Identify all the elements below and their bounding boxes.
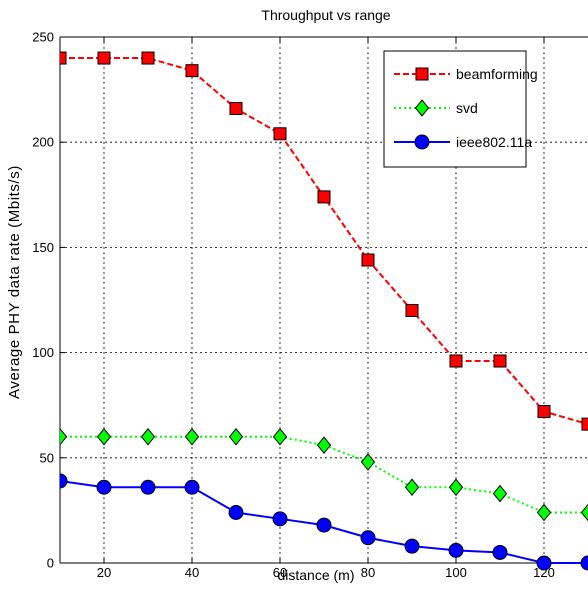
data-point-ieee802.11a bbox=[449, 543, 463, 557]
data-point-ieee802.11a bbox=[317, 518, 331, 532]
data-point-beamforming bbox=[362, 254, 374, 266]
data-point-beamforming bbox=[142, 52, 154, 64]
x-tick-label: 80 bbox=[361, 565, 375, 580]
data-point-ieee802.11a bbox=[229, 506, 243, 520]
data-point-beamforming bbox=[318, 191, 330, 203]
data-point-beamforming bbox=[494, 355, 506, 367]
y-tick-label: 150 bbox=[32, 240, 54, 255]
y-tick-label: 250 bbox=[32, 30, 54, 45]
data-point-svd bbox=[406, 479, 419, 495]
data-point-ieee802.11a bbox=[273, 512, 287, 526]
x-axis-label: distance (m) bbox=[277, 567, 354, 583]
data-point-beamforming bbox=[186, 65, 198, 77]
data-point-svd bbox=[450, 479, 463, 495]
data-point-svd bbox=[538, 505, 551, 521]
x-tick-label: 20 bbox=[97, 565, 111, 580]
x-tick-label: 60 bbox=[273, 565, 287, 580]
data-point-ieee802.11a bbox=[493, 545, 507, 559]
legend: beamforming svd ieee802.11a bbox=[384, 51, 538, 167]
data-point-ieee802.11a bbox=[185, 480, 199, 494]
legend-label-ieee802.11a: ieee802.11a bbox=[456, 134, 532, 150]
data-point-beamforming bbox=[582, 418, 588, 430]
y-tick-label: 200 bbox=[32, 135, 54, 150]
legend-label-svd: svd bbox=[456, 100, 478, 116]
data-point-beamforming bbox=[450, 355, 462, 367]
data-point-ieee802.11a bbox=[97, 480, 111, 494]
data-point-ieee802.11a bbox=[53, 474, 67, 488]
data-point-ieee802.11a bbox=[405, 539, 419, 553]
data-point-beamforming bbox=[230, 103, 242, 115]
data-point-svd bbox=[494, 486, 507, 502]
x-tick-label: 40 bbox=[185, 565, 199, 580]
y-tick-label: 0 bbox=[47, 556, 54, 571]
legend-marker-ieee802.11a bbox=[415, 135, 429, 149]
data-point-ieee802.11a bbox=[361, 531, 375, 545]
data-point-svd bbox=[582, 505, 588, 521]
chart-title: Throughput vs range bbox=[261, 7, 390, 23]
data-point-svd bbox=[54, 429, 67, 445]
data-point-svd bbox=[98, 429, 111, 445]
data-point-svd bbox=[274, 429, 287, 445]
y-tick-label: 100 bbox=[32, 345, 54, 360]
data-point-svd bbox=[186, 429, 199, 445]
x-tick-label: 100 bbox=[445, 565, 467, 580]
data-point-svd bbox=[362, 454, 375, 470]
legend-label-beamforming: beamforming bbox=[456, 66, 538, 82]
data-point-beamforming bbox=[538, 406, 550, 418]
data-point-ieee802.11a bbox=[141, 480, 155, 494]
y-axis-label: Average PHY data rate (Mbits/s) bbox=[6, 165, 23, 399]
data-point-beamforming bbox=[406, 305, 418, 317]
series-svd bbox=[54, 429, 588, 521]
data-point-svd bbox=[230, 429, 243, 445]
y-tick-label: 50 bbox=[40, 450, 54, 465]
data-point-svd bbox=[318, 437, 331, 453]
data-point-ieee802.11a bbox=[537, 556, 551, 570]
data-point-beamforming bbox=[98, 52, 110, 64]
series-ieee802.11a bbox=[53, 474, 588, 570]
data-point-svd bbox=[142, 429, 155, 445]
data-point-beamforming bbox=[54, 52, 66, 64]
legend-marker-beamforming bbox=[416, 68, 428, 80]
data-point-ieee802.11a bbox=[581, 556, 588, 570]
data-point-beamforming bbox=[274, 128, 286, 140]
